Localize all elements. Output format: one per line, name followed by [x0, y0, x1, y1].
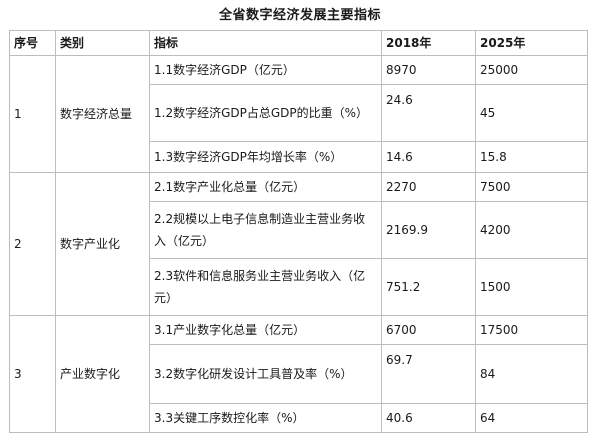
cell-indicator: 1.1数字经济GDP（亿元）	[149, 55, 382, 85]
table-row: 3.3关键工序数控化率（%） 40.6 64	[10, 403, 588, 433]
cell-2018: 69.7	[381, 344, 476, 404]
cell-category: 数字产业化	[55, 172, 150, 316]
cell-2018: 8970	[381, 55, 476, 85]
cell-2025: 4200	[475, 201, 588, 259]
cell-indicator: 2.2规模以上电子信息制造业主营业务收入（亿元）	[149, 201, 382, 259]
cell-2025: 64	[475, 403, 588, 433]
cell-indicator: 1.2数字经济GDP占总GDP的比重（%）	[149, 84, 382, 142]
cell-2018: 40.6	[381, 403, 476, 433]
cell-indicator: 2.1数字产业化总量（亿元）	[149, 172, 382, 202]
table-row: 2.3软件和信息服务业主营业务收入（亿元） 751.2 1500	[10, 258, 588, 316]
header-row: 序号 类别 指标 2018年 2025年	[9, 30, 588, 56]
cell-seq: 3	[9, 315, 56, 433]
table-row: 2 数字产业化 2.1数字产业化总量（亿元） 2270 7500	[9, 172, 588, 316]
cell-indicator: 2.3软件和信息服务业主营业务收入（亿元）	[149, 258, 382, 316]
cell-seq: 1	[9, 55, 56, 173]
header-indicator: 指标	[149, 30, 382, 56]
table-row: 3 产业数字化 3.1产业数字化总量（亿元） 6700 17500	[9, 315, 588, 433]
cell-2018: 14.6	[381, 141, 476, 173]
cell-2018: 6700	[381, 315, 476, 345]
cell-2018: 751.2	[381, 258, 476, 316]
cell-category: 产业数字化	[55, 315, 150, 433]
cell-2018: 2270	[381, 172, 476, 202]
table-row: 1.3数字经济GDP年均增长率（%） 14.6 15.8	[10, 141, 588, 173]
table-row: 1.2数字经济GDP占总GDP的比重（%） 24.6 45	[10, 84, 588, 142]
cell-2025: 17500	[475, 315, 588, 345]
cell-indicator: 3.1产业数字化总量（亿元）	[149, 315, 382, 345]
cell-2025: 15.8	[475, 141, 588, 173]
cell-indicator: 3.3关键工序数控化率（%）	[149, 403, 382, 433]
cell-2025: 7500	[475, 172, 588, 202]
table-row: 2.2规模以上电子信息制造业主营业务收入（亿元） 2169.9 4200	[10, 201, 588, 259]
cell-indicator: 3.2数字化研发设计工具普及率（%）	[149, 344, 382, 404]
header-2018: 2018年	[381, 30, 476, 56]
cell-indicator: 1.3数字经济GDP年均增长率（%）	[149, 141, 382, 173]
cell-2025: 1500	[475, 258, 588, 316]
cell-2018: 24.6	[381, 84, 476, 142]
indicators-table: 序号 类别 指标 2018年 2025年 1 数字经济总量 1.1数字经济GDP…	[9, 30, 588, 433]
table-title: 全省数字经济发展主要指标	[218, 8, 381, 23]
cell-2018: 2169.9	[381, 201, 476, 259]
table-row: 1 数字经济总量 1.1数字经济GDP（亿元） 8970 25000	[9, 55, 588, 173]
header-2025: 2025年	[475, 30, 588, 56]
cell-2025: 84	[475, 344, 588, 404]
cell-seq: 2	[9, 172, 56, 316]
table-row: 3.2数字化研发设计工具普及率（%） 69.7 84	[10, 344, 588, 404]
cell-2025: 25000	[475, 55, 588, 85]
header-category: 类别	[55, 30, 150, 56]
cell-category: 数字经济总量	[55, 55, 150, 173]
cell-2025: 45	[475, 84, 588, 142]
header-seq: 序号	[9, 30, 56, 56]
